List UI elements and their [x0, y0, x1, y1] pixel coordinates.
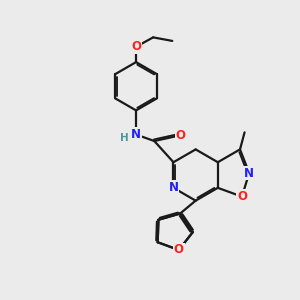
Text: H: H	[121, 133, 129, 143]
Text: O: O	[237, 190, 247, 203]
Text: N: N	[244, 167, 254, 179]
Text: N: N	[131, 128, 141, 141]
Text: O: O	[174, 244, 184, 256]
Text: O: O	[176, 129, 186, 142]
Text: N: N	[169, 181, 178, 194]
Text: O: O	[131, 40, 141, 53]
